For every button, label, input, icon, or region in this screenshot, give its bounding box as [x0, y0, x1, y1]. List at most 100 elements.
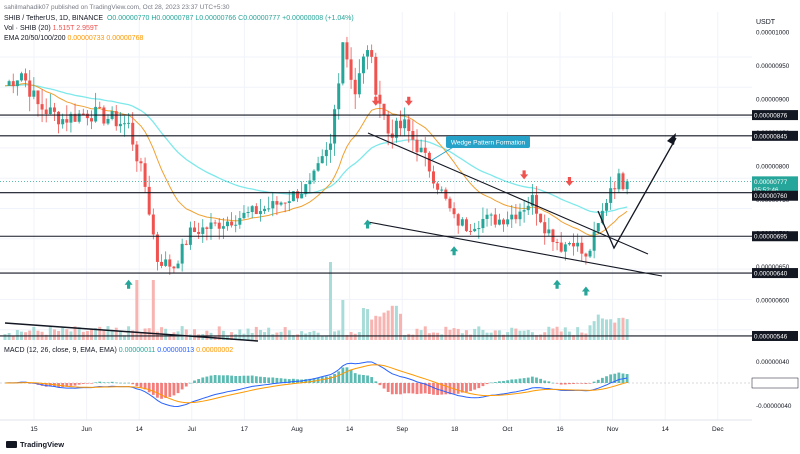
time-tick-label: Nov: [607, 426, 619, 433]
volume-bar: [617, 318, 621, 340]
candle-body: [114, 111, 118, 127]
candle-body: [366, 50, 370, 57]
candle-body: [279, 202, 283, 205]
candle-body: [576, 242, 580, 247]
volume-bar: [440, 334, 444, 340]
candle-body: [197, 231, 201, 234]
volume-bar: [403, 335, 407, 340]
macd-histogram-bar: [94, 382, 98, 383]
candle-body: [106, 118, 110, 124]
macd-histogram-bar: [151, 383, 155, 395]
time-tick-label: 16: [556, 426, 564, 433]
candle-body: [539, 213, 543, 223]
candle-body: [151, 214, 155, 235]
currency-label[interactable]: USDT: [756, 19, 776, 26]
volume-bar: [110, 329, 114, 340]
candle-body: [24, 73, 28, 81]
candle-body: [52, 107, 56, 112]
volume-bar: [361, 308, 365, 340]
macd-hist-value: 0.00000011: [118, 347, 156, 354]
macd-histogram-bar: [382, 383, 386, 389]
volume-bar: [551, 328, 555, 340]
candle-body: [19, 73, 23, 81]
volume-bar: [94, 328, 98, 340]
candle-body: [370, 50, 374, 57]
macd-histogram-bar: [506, 380, 510, 383]
volume-bar: [534, 335, 538, 340]
macd-histogram-bar: [329, 376, 332, 383]
candle-body: [464, 219, 468, 231]
macd-histogram-bar: [213, 375, 217, 383]
macd-histogram-bar: [341, 367, 345, 383]
volume-bar: [419, 330, 423, 340]
macd-line-value: 0.00000013: [157, 347, 195, 354]
macd-histogram-bar: [390, 383, 394, 395]
candle-body: [423, 147, 427, 153]
volume-bar: [217, 326, 221, 340]
macd-histogram-bar: [530, 376, 534, 383]
candle-body: [94, 106, 98, 122]
price-level-label-bg: [752, 268, 798, 279]
volume-bar: [106, 326, 110, 340]
candle-body: [345, 42, 349, 60]
down-arrow-icon: [565, 177, 574, 187]
volume-trend-line: [4, 322, 259, 342]
volume-bar: [36, 330, 40, 340]
candle-body: [584, 253, 588, 257]
macd-histogram-bar: [259, 376, 262, 383]
ema-legend: EMA 20/50/100/200 0.00000733 0.00000768: [4, 34, 143, 43]
ema-label[interactable]: EMA 20/50/100/200: [4, 35, 66, 42]
candle-body: [254, 206, 258, 215]
candle-body: [32, 90, 36, 97]
candle-body: [394, 120, 398, 138]
macd-histogram-bar: [147, 383, 151, 393]
volume-bar: [592, 321, 596, 340]
macd-histogram-bar: [234, 376, 238, 383]
price-axis-bg: [752, 0, 800, 440]
price-level-label-bg: [752, 190, 798, 201]
ohlc-values: O0.00000770 H0.00000787 L0.00000766 C0.0…: [106, 15, 354, 22]
volume-bar: [563, 327, 567, 340]
candle-body: [609, 188, 613, 203]
volume-bar: [518, 330, 522, 340]
volume-bar: [296, 334, 300, 340]
macd-histogram-bar: [131, 383, 135, 385]
candle-body: [312, 170, 316, 181]
up-arrow-icon: [450, 246, 459, 256]
candle-body: [506, 219, 510, 225]
volume-bar: [44, 334, 48, 340]
volume-bar: [625, 319, 629, 340]
price-axis[interactable]: 0.000010000.000009500.000009000.00000850…: [751, 0, 800, 440]
macd-histogram-bar: [601, 377, 604, 383]
volume-bar: [188, 334, 192, 340]
macd-histogram-bar: [563, 383, 567, 385]
symbol-title[interactable]: SHIB / TetherUS, 1D, BINANCE: [4, 15, 104, 22]
volume-bar: [341, 300, 345, 340]
volume-bar: [234, 334, 238, 340]
candle-body: [349, 59, 353, 80]
volume-bar: [526, 329, 530, 340]
volume-label[interactable]: Vol · SHIB (20): [4, 25, 51, 32]
volume-bar: [394, 305, 398, 340]
macd-histogram-bar: [440, 383, 444, 395]
volume-bar: [28, 330, 32, 340]
up-arrow-icon: [553, 279, 562, 289]
volume-bar: [90, 328, 94, 340]
macd-histogram-bar: [73, 383, 77, 386]
candle-body: [440, 189, 444, 191]
macd-histogram-bar: [139, 383, 143, 388]
macd-histogram-bar: [271, 377, 275, 383]
time-tick-label: Sep: [396, 426, 408, 433]
macd-histogram-bar: [559, 383, 563, 385]
price-level-label: 0.00000546: [754, 333, 788, 340]
macd-signal-value: 0.00000002: [196, 347, 234, 354]
tradingview-logo[interactable]: TradingView: [6, 440, 64, 449]
volume-bar: [473, 328, 477, 340]
macd-label[interactable]: MACD (12, 26, close, 9, EMA, EMA): [4, 347, 117, 354]
candle-body: [333, 109, 337, 144]
macd-histogram-bar: [349, 369, 353, 383]
time-axis[interactable]: 15 Jun 14 Jul 17 Aug 14 Sep 18 Oct 16 Nov 14 Dec: [0, 419, 752, 433]
volume-bar: [345, 334, 349, 340]
macd-zero-label-box: [751, 377, 799, 389]
